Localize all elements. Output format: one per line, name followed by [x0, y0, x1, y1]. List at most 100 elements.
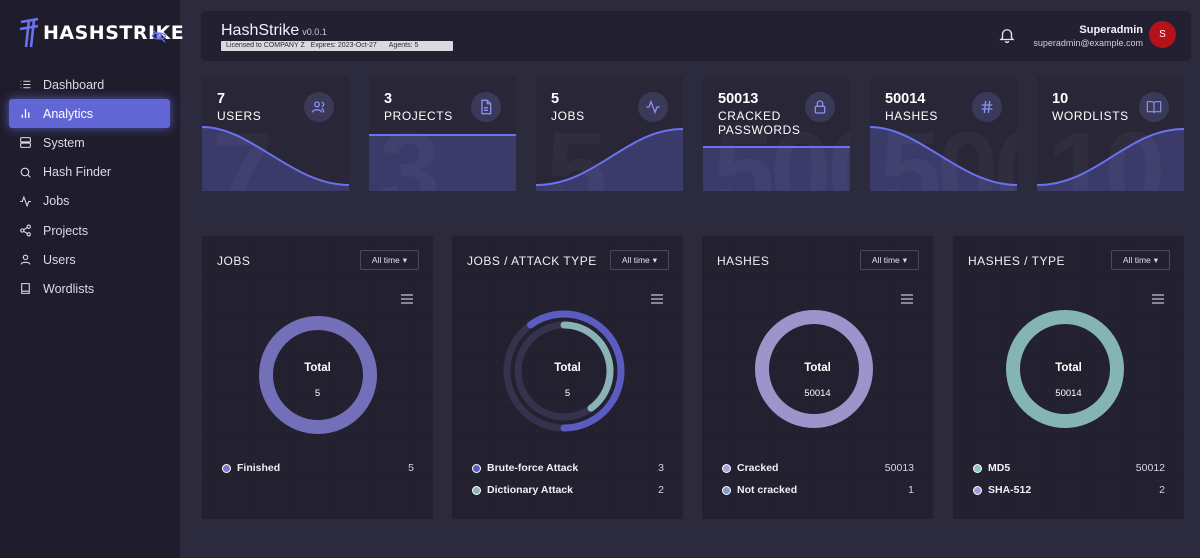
hamburger-menu-icon[interactable]	[901, 294, 913, 304]
legend-label: Brute-force Attack	[487, 462, 579, 474]
total-value: 5	[314, 388, 321, 399]
brand-logo[interactable]: HASHSTRIKE	[18, 16, 184, 50]
sidebar-item-jobs[interactable]: Jobs	[9, 187, 170, 216]
hamburger-menu-icon[interactable]	[1152, 294, 1164, 304]
stat-label: USERS	[217, 109, 262, 123]
legend-label: Cracked	[737, 462, 779, 474]
book-icon	[21, 283, 30, 295]
legend-dot	[722, 485, 731, 495]
stat-card-projects[interactable]: 3 3 PROJECTS	[369, 77, 516, 191]
legend-dot	[973, 485, 982, 495]
chart-card-jobs: JOBS All time ▾ Total 5 Finished 5	[202, 236, 433, 519]
time-filter-select[interactable]: All time ▾	[1111, 250, 1170, 270]
stat-card-hashes[interactable]: 50014 50014 HASHES	[870, 77, 1017, 191]
agents-count: Agents: 5	[388, 42, 419, 49]
stat-ghost-number: 5	[546, 117, 607, 192]
donut-chart	[503, 310, 625, 432]
total-value: 5	[564, 388, 571, 399]
chart-card-hashes: HASHES All time ▾ Total 50014 Cracked 500…	[702, 236, 933, 519]
server-icon	[20, 137, 31, 149]
hamburger-menu-icon[interactable]	[651, 294, 663, 304]
legend-item-md5[interactable]: MD5 50012	[973, 461, 1165, 475]
activity-icon	[20, 195, 31, 208]
time-filter-select[interactable]: All time ▾	[860, 250, 919, 270]
legend-dot	[222, 463, 231, 473]
sidebar-item-label: Wordlists	[43, 281, 95, 296]
avatar[interactable]: S	[1149, 21, 1176, 48]
stat-wave	[369, 134, 516, 191]
chevron-down-icon: ▾	[1153, 254, 1159, 265]
sidebar-item-analytics[interactable]: Analytics	[9, 99, 170, 129]
sidebar-item-dashboard[interactable]: Dashboard	[9, 70, 170, 99]
stat-label: HASHES	[885, 109, 938, 123]
legend-item-dictionary[interactable]: Dictionary Attack 2	[472, 483, 664, 497]
hamburger-menu-icon[interactable]	[401, 294, 413, 304]
legend-value: 50012	[1135, 462, 1165, 474]
user-icon	[20, 254, 31, 265]
stat-card-jobs[interactable]: 5 5 JOBS	[536, 77, 683, 191]
stat-ghost-number: 3	[379, 117, 440, 192]
chart-title: HASHES / TYPE	[968, 254, 1065, 268]
logo-text: HASHSTRIKE	[43, 22, 185, 44]
user-name[interactable]: Superadmin	[1079, 24, 1143, 36]
total-value: 50014	[804, 388, 831, 399]
legend-value: 2	[1159, 484, 1165, 496]
legend-item-finished[interactable]: Finished 5	[222, 461, 414, 475]
total-label: Total	[554, 362, 581, 374]
legend-value: 50013	[884, 462, 914, 474]
donut-slice[interactable]	[526, 310, 625, 432]
donut-slice[interactable]	[560, 321, 614, 412]
time-filter-value: All time	[621, 255, 650, 265]
chart-title: HASHES	[717, 254, 770, 268]
total-label: Total	[1055, 362, 1082, 374]
file-icon	[471, 92, 501, 122]
time-filter-value: All time	[871, 255, 900, 265]
eye-off-icon[interactable]	[151, 28, 167, 44]
bar-chart-icon	[21, 109, 30, 119]
license-expiry: Expires: 2023-Oct-27	[310, 42, 377, 49]
stat-value: 5	[551, 91, 560, 107]
sidebar-item-system[interactable]: System	[9, 128, 170, 157]
search-icon	[20, 167, 31, 178]
donut-slice[interactable]	[259, 316, 377, 434]
bell-icon[interactable]	[998, 26, 1016, 44]
hash-icon	[972, 92, 1002, 122]
legend-value: 3	[658, 462, 664, 474]
stat-card-wordlists[interactable]: 10 10 WORDLISTS	[1037, 77, 1184, 191]
stat-value: 10	[1052, 91, 1069, 107]
stat-wave	[1037, 128, 1184, 191]
legend-dot	[472, 485, 481, 495]
share-icon	[20, 224, 31, 237]
legend-item-cracked[interactable]: Cracked 50013	[722, 461, 914, 475]
sidebar-item-label: Projects	[43, 223, 89, 238]
legend-item-not-cracked[interactable]: Not cracked 1	[722, 483, 914, 497]
license-text: Licensed to COMPANY Z	[226, 42, 305, 49]
stat-ghost-number: 10	[1047, 117, 1165, 192]
stat-card-cracked-passwords[interactable]: 50013 50013 CRACKED PASSWORDS	[703, 77, 850, 191]
legend-dot	[722, 463, 731, 473]
chevron-down-icon: ▾	[902, 254, 908, 265]
donut-slice[interactable]	[1006, 310, 1124, 428]
stat-label: PROJECTS	[384, 109, 453, 123]
total-label: Total	[304, 362, 331, 374]
sidebar-item-users[interactable]: Users	[9, 245, 170, 274]
sidebar-item-wordlists[interactable]: Wordlists	[9, 274, 170, 303]
stat-ghost-number: 50013	[713, 117, 850, 192]
legend-dot	[973, 463, 982, 473]
stat-card-users[interactable]: 7 7 USERS	[202, 77, 349, 191]
legend-item-sha512[interactable]: SHA-512 2	[973, 483, 1165, 497]
sidebar-item-label: Users	[43, 252, 76, 267]
app-name: HashStrike	[221, 22, 300, 39]
time-filter-select[interactable]: All time ▾	[360, 250, 419, 270]
stat-wave	[870, 126, 1017, 191]
time-filter-select[interactable]: All time ▾	[610, 250, 669, 270]
sidebar-item-hash-finder[interactable]: Hash Finder	[9, 158, 170, 187]
time-filter-value: All time	[371, 255, 400, 265]
book-icon	[1139, 92, 1169, 122]
donut-slice[interactable]	[755, 310, 873, 428]
sidebar-item-projects[interactable]: Projects	[9, 216, 170, 245]
sidebar-item-label: Hash Finder	[43, 165, 112, 180]
legend-item-brute-force[interactable]: Brute-force Attack 3	[472, 461, 664, 475]
app-version: v0.0.1	[302, 27, 327, 37]
users-icon	[304, 92, 334, 122]
